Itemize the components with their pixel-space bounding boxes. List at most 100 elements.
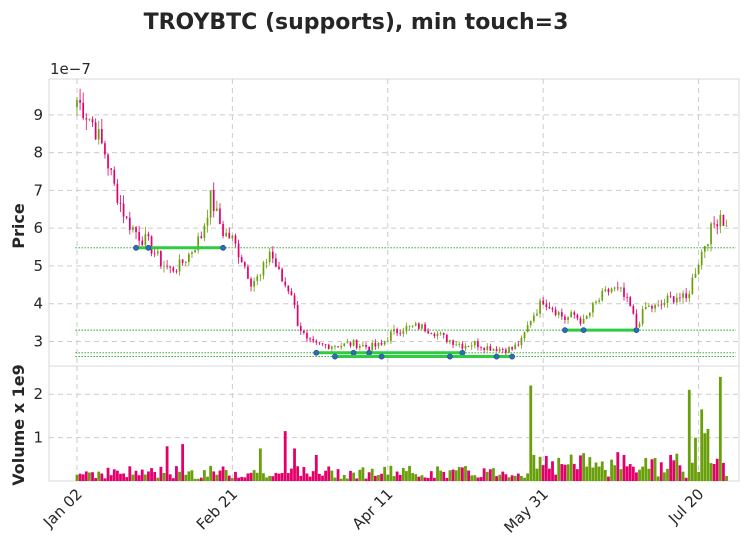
candle-body: [626, 296, 628, 298]
price-tick-label: 9: [33, 106, 43, 124]
support-touch-marker: [447, 353, 453, 360]
volume-bar: [635, 472, 638, 481]
volume-bar: [715, 458, 719, 481]
price-tick-label: 4: [33, 295, 43, 313]
volume-bar: [75, 474, 79, 481]
volume-bar: [535, 468, 539, 481]
price-panel: [48, 78, 740, 367]
volume-bar: [296, 466, 300, 481]
volume-bar: [575, 469, 579, 481]
candle-body: [306, 332, 308, 339]
volume-bar: [392, 476, 396, 481]
volume-grid: [49, 366, 739, 481]
volume-bar: [603, 469, 607, 481]
candle-body: [691, 277, 694, 294]
volume-bar: [485, 471, 489, 481]
volume-bar: [265, 477, 268, 481]
candle-body: [424, 324, 426, 332]
candle-body: [203, 225, 206, 238]
volume-bar: [361, 467, 365, 481]
candle-body: [492, 348, 495, 351]
volume-bar: [650, 459, 654, 481]
candle-body: [576, 314, 579, 319]
candle-body: [529, 321, 532, 326]
volume-bar: [523, 477, 526, 481]
candle-body: [439, 333, 442, 334]
volume-bar: [286, 473, 290, 481]
volume-bar: [457, 467, 461, 481]
price-tick-label: 7: [33, 181, 43, 199]
volume-bar: [513, 475, 517, 481]
candle-body: [82, 102, 85, 119]
candle-body: [657, 304, 660, 306]
volume-bar: [330, 470, 334, 481]
volume-bar: [122, 473, 125, 481]
volume-bar: [199, 477, 203, 481]
volume-bar: [548, 468, 551, 481]
candle-body: [458, 344, 461, 345]
volume-bar: [641, 466, 645, 481]
volume-bar: [215, 474, 219, 481]
volume-bar: [653, 457, 657, 481]
price-scale-label: 1e−7: [50, 60, 91, 78]
volume-bar: [451, 469, 455, 481]
volume-bar: [588, 457, 592, 481]
candle-body: [455, 344, 458, 346]
price-tick-label: 5: [33, 257, 43, 275]
candle-body: [147, 234, 150, 237]
volume-bar: [417, 476, 421, 481]
candle-body: [725, 225, 728, 227]
volume-bar: [442, 471, 446, 481]
volume-bar: [252, 470, 256, 481]
candle-body: [184, 262, 187, 263]
volume-bar: [175, 466, 178, 481]
candle-body: [85, 118, 88, 120]
volume-bar: [572, 463, 576, 481]
candle-body: [480, 347, 482, 348]
candle-body: [219, 208, 221, 224]
volume-bar: [94, 478, 98, 481]
candle-body: [508, 347, 510, 353]
candle-body: [169, 266, 172, 268]
candle-body: [175, 271, 178, 273]
volume-bar: [221, 466, 225, 481]
volume-bar: [106, 467, 110, 481]
volume-bar: [349, 470, 352, 481]
volume-bar: [305, 473, 309, 481]
volume-bar: [196, 478, 200, 481]
candle-body: [505, 349, 507, 353]
candle-body: [262, 262, 265, 276]
candle-body: [560, 312, 563, 317]
volume-bar: [433, 477, 436, 481]
candle-body: [610, 288, 613, 293]
volume-bar: [504, 474, 508, 481]
candles: [76, 88, 728, 356]
candle-body: [138, 232, 140, 241]
volume-bar: [184, 474, 188, 481]
candle-body: [237, 243, 240, 258]
candle-body: [303, 330, 305, 333]
candle-body: [346, 342, 349, 344]
candle-body: [197, 236, 200, 251]
volume-tick-label: 2: [33, 385, 43, 403]
volume-bar: [389, 465, 393, 481]
candle-body: [452, 340, 454, 346]
volume-y-ticks: 12: [33, 385, 43, 446]
volume-bar: [367, 472, 371, 481]
candle-body: [408, 325, 411, 327]
candle-body: [315, 340, 318, 343]
volume-bar: [476, 477, 480, 481]
candle-body: [585, 315, 588, 319]
candle-body: [107, 154, 109, 169]
volume-bar: [585, 466, 589, 481]
volume-bar: [193, 478, 197, 481]
volume-panel: [48, 365, 740, 482]
candle-body: [629, 297, 632, 307]
candle-body: [623, 287, 625, 297]
volume-bar: [240, 476, 244, 481]
volume-bar: [283, 431, 287, 481]
volume-bar: [600, 461, 604, 481]
candle-body: [144, 234, 147, 246]
volume-bar: [299, 475, 303, 481]
candle-body: [396, 329, 398, 334]
